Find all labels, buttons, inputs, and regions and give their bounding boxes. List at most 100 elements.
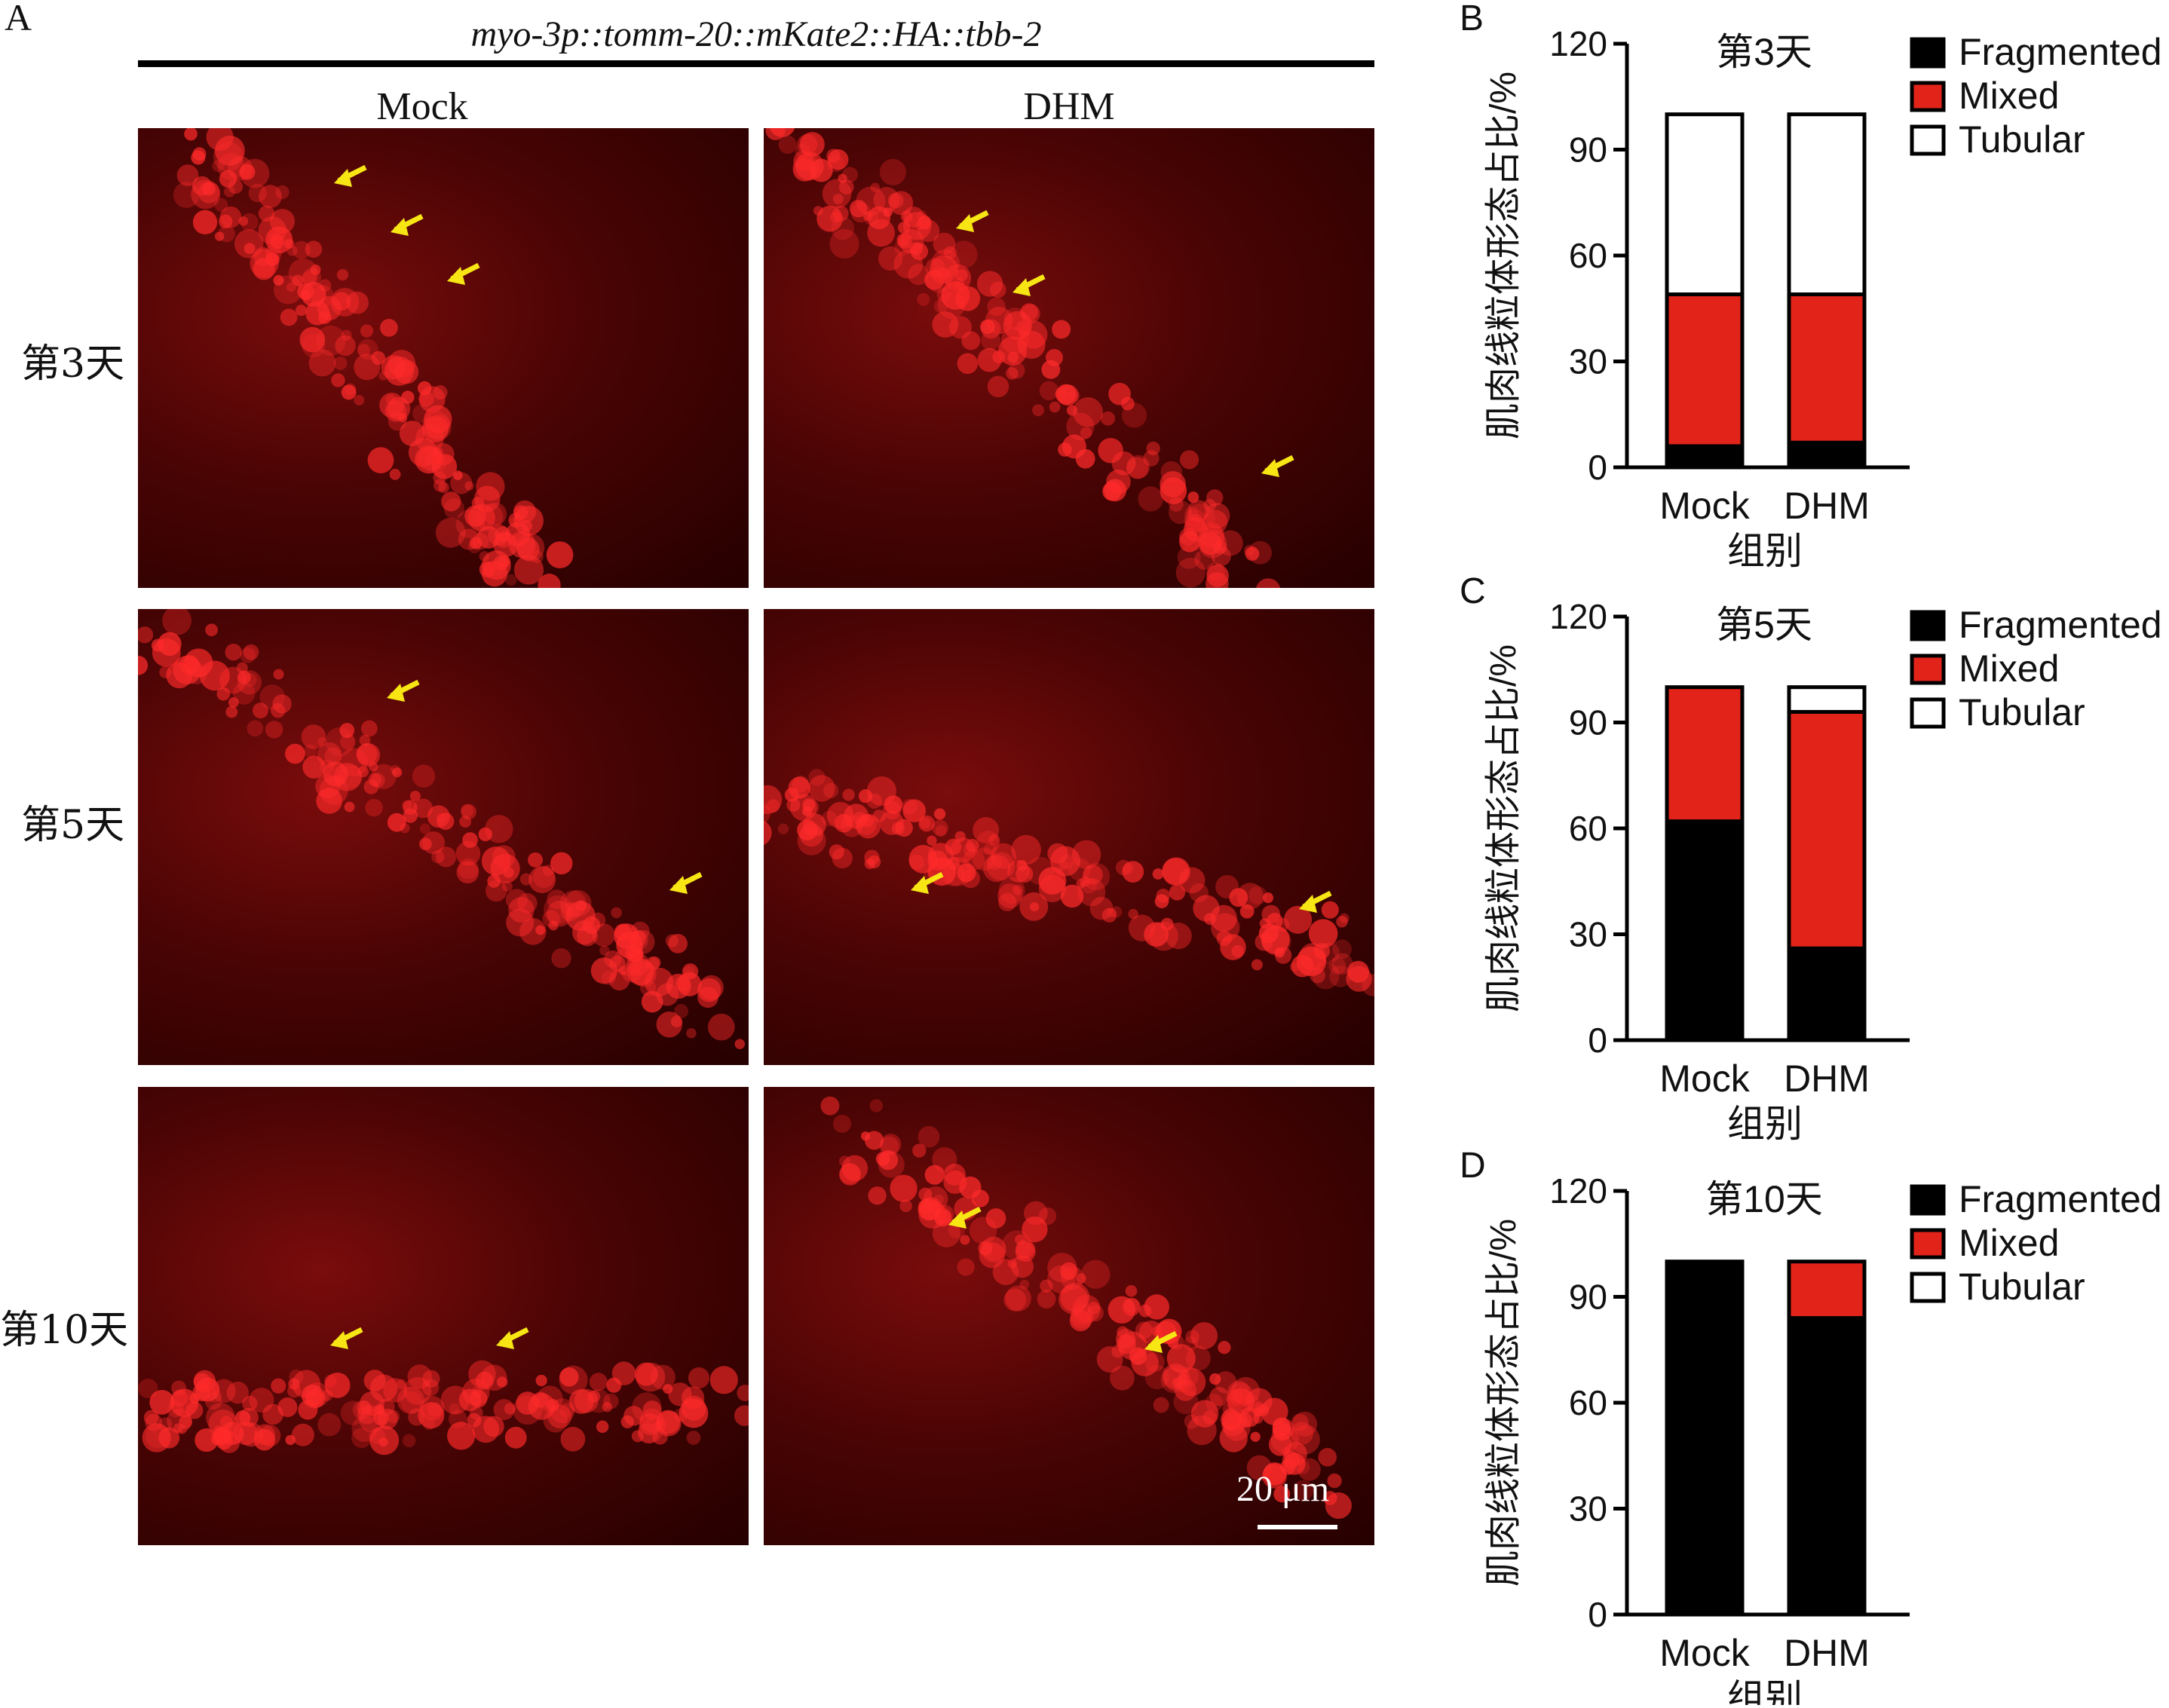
mitochondria-spot	[1327, 1473, 1342, 1489]
mitochondria-spot	[351, 1416, 378, 1442]
mitochondria-spot	[1165, 923, 1192, 950]
mitochondria-spot	[239, 164, 256, 180]
mitochondria-spot	[341, 384, 357, 400]
mitochondria-spot	[842, 788, 855, 801]
mitochondria-spot	[1020, 304, 1040, 324]
mitochondria-spot	[1050, 846, 1081, 877]
mitochondria-spot	[1206, 572, 1229, 588]
mitochondria-spot	[449, 1403, 461, 1415]
mitochondria-spot	[838, 179, 854, 195]
mitochondria-spot	[477, 525, 501, 549]
mitochondria-spot	[357, 766, 369, 778]
mitochondria-spot	[987, 375, 1009, 398]
mitochondria-spot	[159, 666, 172, 678]
y-axis-label: 肌肉线粒体形态占比/%	[1484, 1219, 1524, 1587]
mitochondria-spot	[981, 319, 1001, 339]
arrow-icon	[334, 164, 367, 187]
mitochondria-spot	[1202, 1410, 1217, 1425]
mitochondria-spot	[841, 167, 858, 183]
mitochondria-spot	[1175, 1374, 1193, 1392]
mitochondria-spot	[418, 837, 432, 851]
mitochondria-spot	[918, 215, 932, 230]
mitochondria-spot	[1011, 834, 1041, 865]
mitochondria-spot	[292, 1370, 321, 1399]
mitochondria-spot	[918, 1198, 934, 1215]
mitochondria-spot	[850, 202, 871, 223]
mitochondria-spot	[960, 1235, 970, 1245]
mitochondria-spot	[151, 638, 164, 652]
mitochondria-spot	[1250, 1431, 1261, 1442]
mitochondria-spot	[1019, 1279, 1030, 1290]
mitochondria-spot	[419, 823, 430, 834]
mitochondria-spot	[1291, 1413, 1309, 1431]
mitochondria-spot	[1089, 896, 1114, 920]
mitochondria-spot	[589, 1373, 608, 1391]
bar-tubular-mock	[1665, 112, 1745, 297]
mitochondria-spot	[387, 813, 406, 832]
mitochondria-spot	[1246, 1388, 1273, 1415]
mitochondria-spot	[270, 702, 286, 718]
mitochondria-spot	[535, 1374, 547, 1387]
mitochondria-spot	[1322, 1491, 1337, 1505]
mitochondria-spot	[1153, 1397, 1169, 1413]
mitochondria-spot	[225, 706, 238, 718]
mitochondria-spot	[1175, 558, 1206, 588]
mitochondria-spot	[674, 1004, 689, 1018]
mitochondria-spot	[822, 179, 852, 209]
mitochondria-spot	[400, 1391, 422, 1413]
mitochondria-spot	[849, 200, 868, 218]
mitochondria-spot	[668, 933, 688, 953]
mitochondria-spot	[1347, 960, 1370, 983]
mitochondria-spot	[138, 655, 149, 675]
scale-bar-label: 20 μm	[1236, 1469, 1330, 1509]
mitochondria-spot	[244, 243, 256, 255]
mitochondria-spot	[359, 734, 371, 746]
mitochondria-spot	[341, 329, 352, 341]
mitochondria-spot	[1016, 860, 1028, 871]
mitochondria-spot	[1211, 913, 1240, 942]
mitochondria-spot	[1066, 412, 1095, 441]
mitochondria-spot	[384, 400, 407, 422]
mitochondria-spot	[513, 500, 536, 523]
column-label-mock: Mock	[376, 85, 468, 128]
mitochondria-spot	[823, 782, 839, 799]
mitochondria-spot	[634, 1362, 658, 1386]
mitochondria-spot	[535, 925, 546, 935]
mitochondria-spot	[1066, 405, 1078, 416]
mitochondria-spot	[346, 291, 369, 314]
mitochondria-spot	[1060, 884, 1084, 908]
mitochondria-spot	[1070, 1305, 1094, 1329]
mitochondria-spot	[412, 764, 436, 788]
mitochondria-spot	[238, 216, 249, 226]
mitochondria-spot	[668, 1382, 692, 1406]
mitochondria-spot	[325, 727, 355, 757]
panel-letter: C	[1460, 573, 1486, 611]
mitochondria-spot	[1080, 427, 1092, 439]
mitochondria-spot	[1261, 905, 1281, 924]
mitochondria-spot	[831, 216, 855, 240]
mitochondria-spot	[286, 282, 296, 292]
mitochondria-spot	[1274, 947, 1285, 958]
mitochondria-spot	[1284, 905, 1313, 934]
mitochondria-spot	[459, 816, 472, 828]
mitochondria-spot	[788, 776, 810, 799]
mitochondria-spot	[798, 133, 818, 154]
mitochondria-spot	[908, 264, 930, 286]
y-axis-label: 肌肉线粒体形态占比/%	[1484, 644, 1524, 1012]
mitochondria-spot	[431, 849, 445, 864]
mitochondria-spot	[551, 948, 571, 969]
mitochondria-spot	[832, 1114, 851, 1133]
mitochondria-spot	[949, 316, 972, 339]
mitochondria-spot	[1178, 1368, 1206, 1397]
mitochondria-spot	[1245, 546, 1260, 561]
mitochondria-spot	[487, 874, 501, 888]
mitochondria-spot	[464, 481, 474, 491]
x-tick-label: Mock	[1659, 1632, 1750, 1674]
mitochondria-spot	[550, 852, 573, 875]
bar-tubular-dhm	[1787, 685, 1867, 714]
mitochondria-spot	[935, 825, 947, 837]
mitochondria-spot	[697, 978, 721, 1002]
mitochondria-spot	[1122, 861, 1144, 883]
mitochondria-spot	[254, 1424, 275, 1446]
bar-mixed-dhm	[1787, 1260, 1867, 1321]
